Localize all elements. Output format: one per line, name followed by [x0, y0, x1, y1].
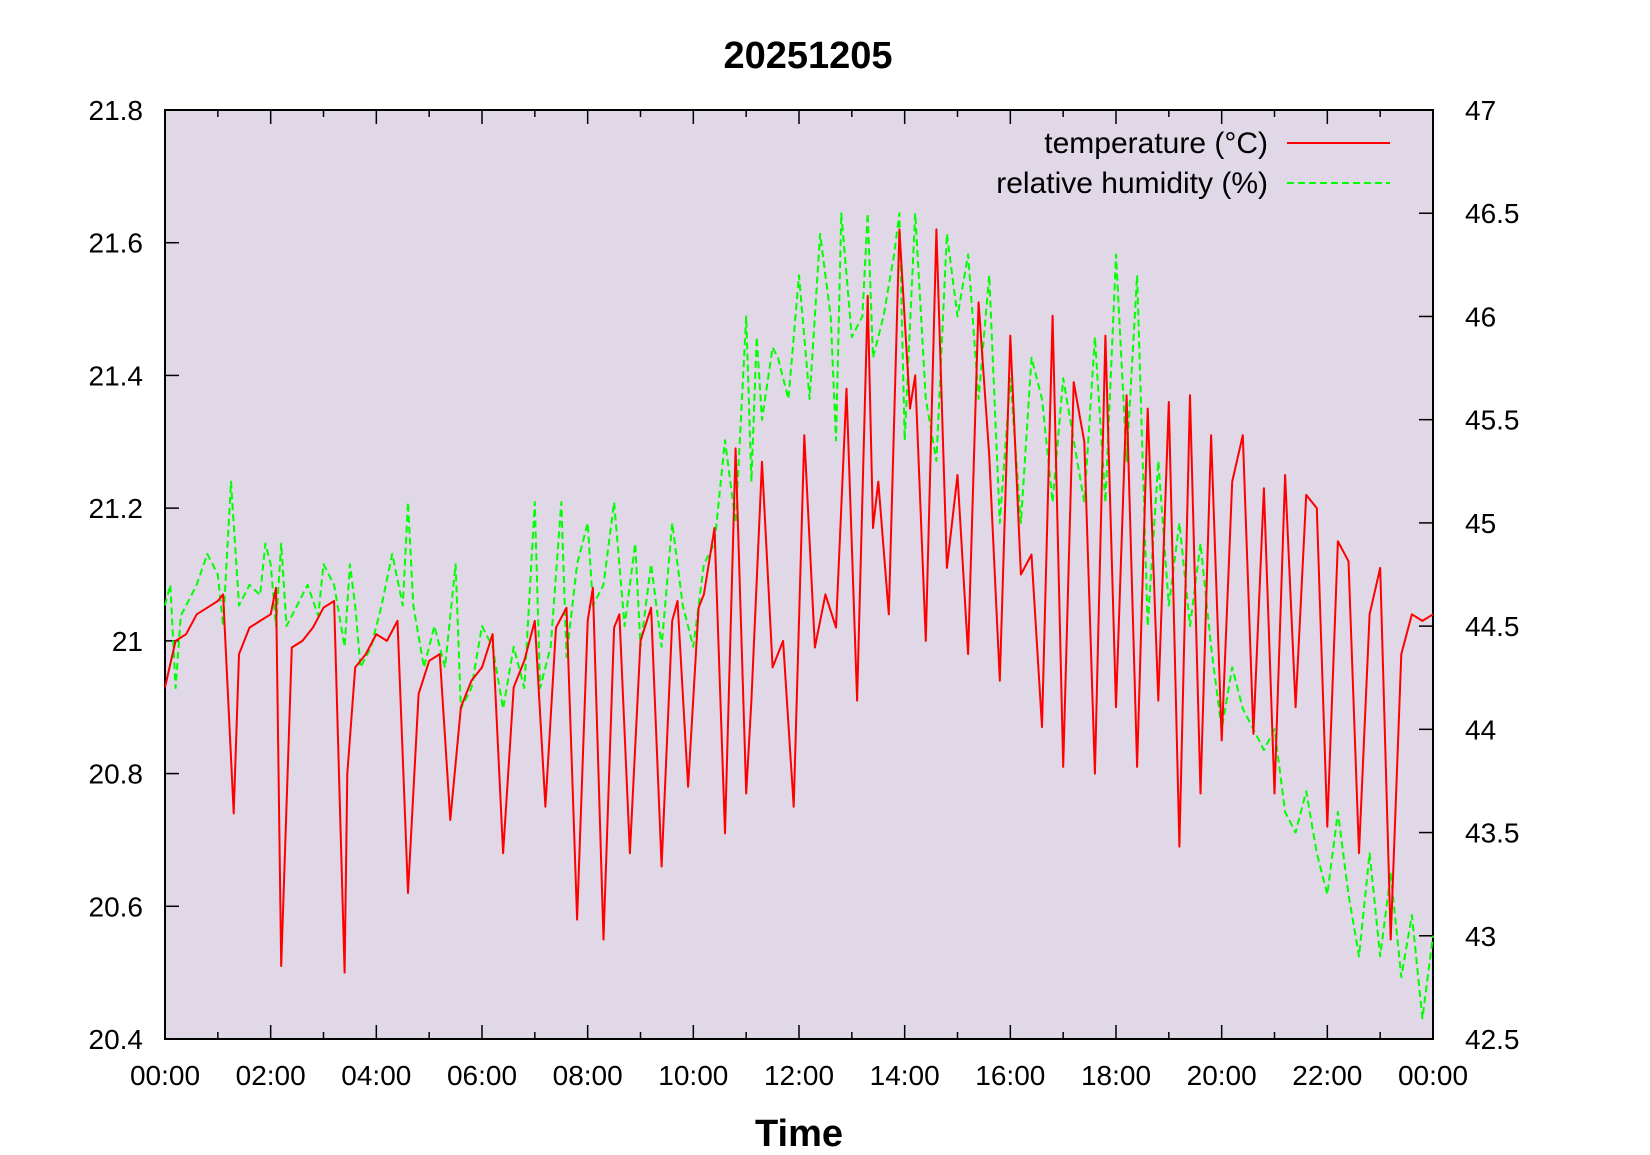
- y-tick-label: 21.4: [89, 360, 144, 391]
- y2-axis-tick-labels: 42.5 43 43.5 44 44.5 45 45.5 46 46.5 47: [1465, 95, 1520, 1055]
- y-tick-label: 21.2: [89, 493, 144, 524]
- axis-ticks: [164, 109, 1434, 1040]
- y2-tick-label: 45.5: [1465, 405, 1520, 436]
- y2-tick-label: 44: [1465, 714, 1496, 745]
- x-tick-label: 00:00: [130, 1060, 200, 1091]
- y2-tick-label: 43: [1465, 921, 1496, 952]
- temperature-line: [164, 228, 1434, 974]
- y2-tick-label: 45: [1465, 508, 1496, 539]
- x-axis-title: Time: [755, 1113, 843, 1155]
- series-layer: [164, 212, 1434, 1020]
- x-tick-label: 10:00: [658, 1060, 728, 1091]
- plot-area: [164, 109, 1434, 1040]
- y-tick-label: 20.6: [89, 891, 144, 922]
- legend-label: relative humidity (%): [996, 167, 1268, 200]
- x-tick-label: 04:00: [341, 1060, 411, 1091]
- x-axis-tick-labels: 00:00 02:00 04:00 06:00 08:00 10:00 12:00 14:00…: [130, 1060, 1468, 1091]
- humidity-line: [164, 212, 1434, 1020]
- y2-tick-label: 46.5: [1465, 198, 1520, 229]
- y2-tick-label: 44.5: [1465, 611, 1520, 642]
- x-tick-label: 18:00: [1081, 1060, 1151, 1091]
- chart-title: 20251205: [723, 35, 892, 77]
- x-tick-label: 22:00: [1292, 1060, 1362, 1091]
- x-tick-label: 00:00: [1398, 1060, 1468, 1091]
- y-axis-tick-labels: 20.4 20.6 20.8 21 21.2 21.4 21.6 21.8: [89, 95, 144, 1055]
- x-tick-label: 06:00: [447, 1060, 517, 1091]
- x-tick-label: 12:00: [764, 1060, 834, 1091]
- x-tick-label: 08:00: [553, 1060, 623, 1091]
- x-tick-label: 16:00: [975, 1060, 1045, 1091]
- y-tick-label: 20.8: [89, 759, 144, 790]
- y-tick-label: 20.4: [89, 1024, 144, 1055]
- legend: temperature (°C) relative humidity (%): [996, 127, 1390, 200]
- y-tick-label: 21.8: [89, 95, 144, 126]
- y2-tick-label: 47: [1465, 95, 1496, 126]
- y-tick-label: 21: [112, 626, 143, 657]
- y2-tick-label: 42.5: [1465, 1024, 1520, 1055]
- x-tick-label: 20:00: [1187, 1060, 1257, 1091]
- x-tick-label: 14:00: [870, 1060, 940, 1091]
- legend-label: temperature (°C): [1044, 127, 1268, 160]
- y2-tick-label: 43.5: [1465, 818, 1520, 849]
- y2-tick-label: 46: [1465, 301, 1496, 332]
- y-tick-label: 21.6: [89, 228, 144, 259]
- x-tick-label: 02:00: [236, 1060, 306, 1091]
